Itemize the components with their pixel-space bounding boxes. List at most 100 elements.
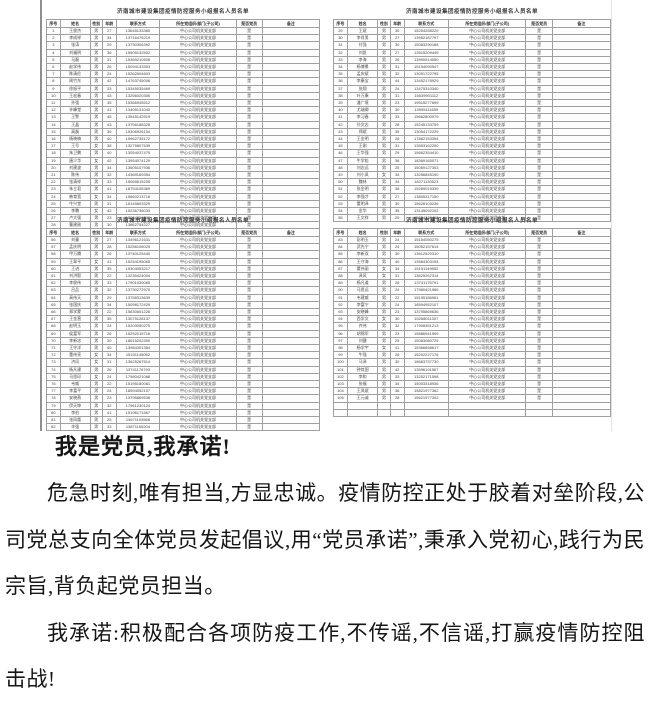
table-row: 33 李海男 26 13990514050 中心公司机关党支部是 <box>333 55 612 65</box>
article-body: 我是党员,我承诺! 危急时刻,唯有担当,方显忠诚。疫情防控正处于胶着对垒阶段,公… <box>0 424 650 703</box>
column-header: 所在党组织/部门(子公司) <box>447 228 527 237</box>
column-header: 备注 <box>551 19 612 28</box>
table-row: 12 许峰堂男 41 13405131040 中心公司机关党支部是 <box>46 106 321 115</box>
column-header: 备注 <box>551 228 612 237</box>
table-row: 43 郑斌男 35 13054172229 中心公司机关党支部是 <box>333 127 612 137</box>
table-row: 38 叶万康男 31 15539901112 中心公司机关党支部是 <box>333 91 612 101</box>
table-row: 17 王号女 38 13275807539 中心公司机关党支部是 <box>46 142 321 151</box>
table-row: 5 马磊男 31 15369210506 中心公司机关党支部是 <box>46 55 321 65</box>
table-row: 70 李新忠男 30 18615202300 中心公司机关党支部是 <box>46 336 321 346</box>
column-header: 序号 <box>333 19 348 28</box>
column-header: 年龄 <box>389 228 405 237</box>
table-row: 87 董伟丽女 34 15151149552 中心公司机关党支部是 <box>333 264 612 274</box>
table-row: 66 郑学蒙男 22 15830601226 中心公司机关党支部是 <box>46 308 321 317</box>
table-row: 72 董伟亮女 34 15151145052 中心公司机关党支部是 <box>46 351 321 360</box>
table-row: 90 马思远男 24 17980421966 中心公司机关党支部是 <box>333 286 612 295</box>
table-row: 80 李伯男 41 15196171567 中心公司机关党支部是 <box>46 408 321 418</box>
table-row: 47 牛学松男 36 18369165071 中心公司机关党支部是 <box>333 156 612 165</box>
column-header: 是否党员 <box>525 19 553 28</box>
column-header: 年龄 <box>101 19 117 28</box>
table-row: 83 彭明玉男 24 15154050275 中心公司机关党支部是 <box>333 235 612 245</box>
table-row: 73 济风女 31 13625267514 中心公司机关党支部是 <box>46 358 321 367</box>
table-row: 46 王华强男 29 15662354410 中心公司机关党支部是 <box>333 149 612 158</box>
table-row: 84 武先宁男 24 15052157614 中心公司机关党支部是 <box>333 243 612 252</box>
table-row: 16 杨晓楠男 40 15962735172 中心公司机关党支部是 <box>46 135 321 144</box>
table-row: 31 付强男 30 15083290168 中心公司机关党支部是 <box>333 41 612 50</box>
table-row: 13 王警男 45 13545142919 中心公司机关党支部是 <box>46 113 321 122</box>
table-row: 77 李富平男 24 18594052107 中心公司机关党支部是 <box>46 387 321 396</box>
table-row: 7 陈清伦男 24 15262604603 中心公司机关党支部是 <box>46 70 321 79</box>
table-row: 75 马思印女 24 17980421068 中心公司机关党支部是 <box>46 372 321 382</box>
table-row: 9 徐振平男 33 15345035469 中心公司机关党支部是 <box>46 84 321 93</box>
column-header: 年龄 <box>389 19 405 28</box>
table-row: 15 高磊男 36 15306926154 中心公司机关党支部是 <box>46 127 321 137</box>
table-row: 99 牛强男 26 15202227176 中心公司机关党支部是 <box>333 351 612 360</box>
table-row: 63 吕品男 32 13730272970 中心公司机关党支部是 <box>46 286 321 295</box>
column-header: 姓名 <box>346 19 379 28</box>
table-row: 96 胡锦军男 23 15886941909 中心公司机关党支部是 <box>333 329 612 338</box>
column-header: 所在党组织/部门(子公司) <box>447 19 527 28</box>
column-header: 是否党员 <box>235 19 263 28</box>
roster-table-title: 济南城市建设集团疫情防控服务小组报名人员名单 <box>116 218 249 224</box>
scanned-roster-images: 济南城市建设集团疫情防控服务小组报名人员名单 序号 姓名 性别 年龄 联系方式 所在党组织… <box>40 0 612 432</box>
table-row: 2 李成祥男 34 13716476219 中心公司机关党支部是 <box>46 34 321 43</box>
column-header: 姓名 <box>59 19 91 28</box>
table-row: 89 杨凡道男 26 13741176791 中心公司机关党支部是 <box>333 279 612 288</box>
column-header: 序号 <box>333 228 348 237</box>
article-paragraph: 我承诺:积极配合各项防疫工作,不传谣,不信谣,打赢疫情防控阻击战! <box>5 620 645 692</box>
table-row: 29 王斌男 30 15254258229 中心公司机关党支部是 <box>333 26 612 36</box>
table-row <box>333 401 612 410</box>
table-row: 92 李富宁男 24 18594952107 中心公司机关党支部是 <box>333 300 612 310</box>
table-row: 20 刘建波男 34 13605107936 中心公司机关党支部是 <box>46 163 321 173</box>
table-row: 23 朱立君男 41 18754105369 中心公司机关党支部是 <box>46 185 321 194</box>
table-row: 59 王翠平女 41 15254195065 中心公司机关党支部是 <box>46 257 321 266</box>
roster-table-grid: 序号 姓名 性别 年龄 联系方式 所在党组织/部门(子公司) 是否党员 备注 83 彭明玉男 24 1… <box>333 228 612 418</box>
table-row: 24 韩育宽女 34 15660213718 中心公司机关党支部是 <box>46 192 321 201</box>
table-row: 95 齐伟男 32 17908351213 中心公司机关党支部是 <box>333 322 612 331</box>
article-paragraph: 危急时刻,唯有担当,方显忠诚。疫情防控正处于胶着对垒阶段,公司党总支向全体党员发… <box>5 481 645 598</box>
roster-table-grid: 序号 姓名 性别 年龄 联系方式 所在党组织/部门(子公司) 是否党员 备注 1 王俊杰男 27 13… <box>46 19 321 230</box>
table-row: 26 李鹏女 42 15236736033 中心公司机关党支部是 <box>46 207 321 216</box>
column-header: 性别 <box>89 19 103 28</box>
table-row: 74 杨凡建男 26 13741176793 中心公司机关党支部是 <box>46 365 321 374</box>
column-header: 备注 <box>261 19 321 28</box>
table-row: 67 王金营男 35 13075128137 中心公司机关党支部是 <box>46 315 321 324</box>
table-row: 91 韦建威男 22 15195186961 中心公司机关党支部是 <box>333 293 612 302</box>
table-row: 41 李习春男 33 15662800979 中心公司机关党支部是 <box>333 113 612 122</box>
scan-left-edge-line <box>40 0 42 431</box>
table-row: 51 张金明男 38 15269015339 中心公司机关党支部是 <box>333 185 612 194</box>
table-row: 79 伊天坤男 32 17961230124 中心公司机关党支部是 <box>46 401 321 410</box>
table-row: 68 赵明玉男 24 15203090275 中心公司机关党支部是 <box>46 322 321 331</box>
table-row: 57 孟庆明男 28 15256106029 中心公司机关党支部是 <box>46 243 321 252</box>
table-row: 22 张清祥男 33 15069615205 中心公司机关党支部是 <box>46 178 321 187</box>
table-row: 34 杨博景男 31 15154090547 中心公司机关党支部是 <box>333 63 612 72</box>
table-row: 103 张福男 34 15003318936 中心公司机关党支部是 <box>333 380 612 389</box>
table-row: 105 王元诚男 28 15621977302 中心公司机关党支部是 <box>333 394 612 403</box>
table-row: 100 马泽男 30 18663737730 中心公司机关党支部是 <box>333 358 612 367</box>
table-row: 14 王晶男 43 13756188328 中心公司机关党支部是 <box>46 120 321 129</box>
table-row: 1 王俊杰男 27 13645133365 中心公司机关党支部是 <box>46 26 321 36</box>
table-row: 86 王守海男 40 13984303194 中心公司机关党支部是 <box>333 257 612 266</box>
table-row: 93 安晓峰男 23 13795869636 中心公司机关党支部是 <box>333 308 612 317</box>
table-row: 52 李强才男 27 13805317150 中心公司机关党支部是 <box>333 192 612 201</box>
table-row: 8 周竹东男 42 14763745006 中心公司机关党支部是 <box>46 77 321 86</box>
table-row: 82 辛强男 33 13871165204 中心公司机关党支部是 <box>46 423 321 432</box>
table-row: 27 卢大强男 23 15264254300 中心公司机关党支部是 <box>46 214 321 223</box>
table-row: 53 董明泽男 30 15628103236 中心公司机关党支部是 <box>333 199 612 209</box>
table-row: 62 李俊伟男 33 17901030065 中心公司机关党支部是 <box>46 279 321 288</box>
column-header: 联系方式 <box>115 19 161 28</box>
table-row: 18 朱卫鹏男 40 13054037475 中心公司机关党支部是 <box>46 149 321 158</box>
table-row: 85 李新双男 30 13612520310 中心公司机关党支部是 <box>333 250 612 259</box>
table-row: 50 魏林男 34 18271130523 中心公司机关党支部是 <box>333 178 612 187</box>
table-row: 88 泽风女 31 13625267314 中心公司机关党支部是 <box>333 272 612 281</box>
column-header: 是否党员 <box>525 228 553 237</box>
roster-table-title: 济南城市建设集团疫情防控服务小组报名人员名单 <box>116 9 249 15</box>
table-row: 49 刘小凤女 34 13256845190 中心公司机关党支部是 <box>333 171 612 180</box>
table-row: 64 高伟天男 29 13758313639 中心公司机关党支部是 <box>46 293 321 302</box>
column-header: 联系方式 <box>115 228 161 237</box>
table-row: 81 张凤凰男 25 13671103568 中心公司机关党支部是 <box>46 416 321 425</box>
column-header: 序号 <box>46 19 61 28</box>
table-row: 102 李和男 33 13252171598 中心公司机关党支部是 <box>333 372 612 382</box>
table-row: 58 甲万腾男 26 13740125440 中心公司机关党支部是 <box>46 250 321 259</box>
table-row <box>333 408 612 418</box>
